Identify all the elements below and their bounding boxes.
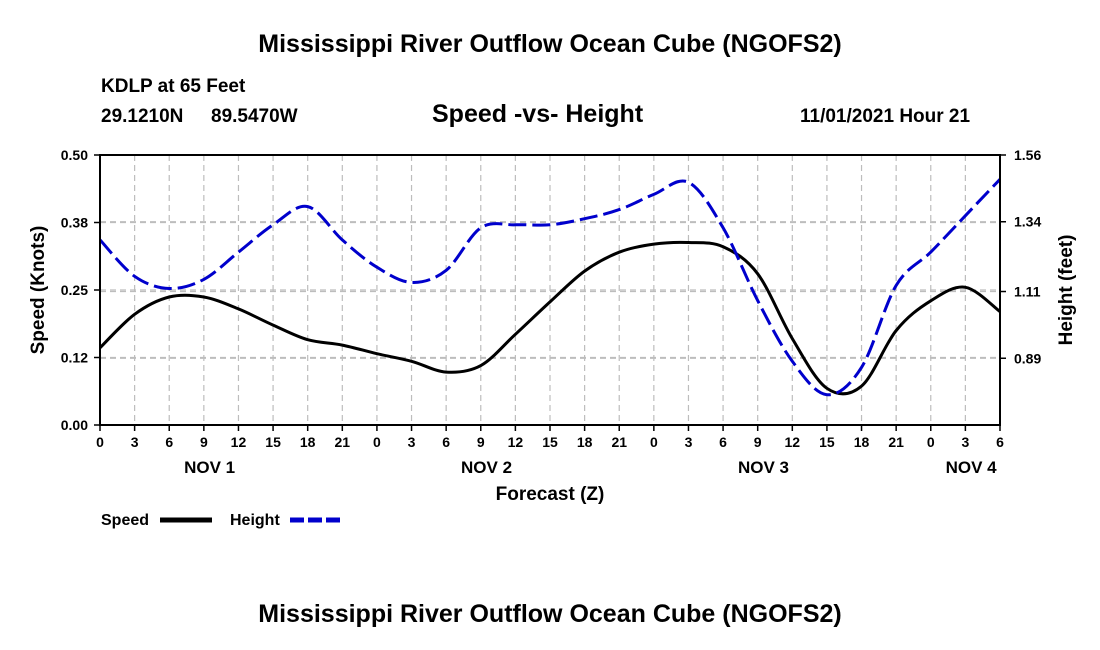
x-tick-label: 21 — [888, 434, 904, 450]
x-tick-label: 15 — [819, 434, 835, 450]
x-tick-label: 3 — [131, 434, 139, 450]
x-tick-label: 3 — [408, 434, 416, 450]
legend-height-label: Height — [230, 512, 280, 529]
x-tick-label: 6 — [165, 434, 173, 450]
x-tick-label: 0 — [373, 434, 381, 450]
day-label: NOV 1 — [184, 458, 235, 477]
page-title: Mississippi River Outflow Ocean Cube (NG… — [258, 30, 842, 58]
x-tick-label: 21 — [611, 434, 627, 450]
y-tick-label: 0.12 — [61, 350, 88, 366]
y2-tick-label: 1.11 — [1014, 284, 1041, 300]
latitude: 29.1210N — [101, 106, 184, 127]
legend-speed-label: Speed — [101, 512, 149, 529]
x-tick-label: 9 — [200, 434, 208, 450]
x-tick-label: 18 — [577, 434, 593, 450]
day-label: NOV 2 — [461, 458, 512, 477]
footer-title: Mississippi River Outflow Ocean Cube (NG… — [258, 600, 842, 628]
y2-axis-label: Height (feet) — [1056, 235, 1077, 346]
x-tick-label: 0 — [650, 434, 658, 450]
speed-height-chart: 0 3 6 9 12 15 18 21 0 3 6 9 12 15 18 21 0 3 6 9 12 15 18 21 0 3 6 0… — [28, 147, 1077, 529]
x-tick-label: 0 — [96, 434, 104, 450]
x-tick-label: 6 — [442, 434, 450, 450]
station-label: KDLP at 65 Feet — [101, 76, 246, 97]
legend: Speed Height — [101, 512, 342, 529]
y-tick-label: 0.50 — [61, 147, 88, 163]
day-label: NOV 4 — [946, 458, 998, 477]
x-tick-label: 21 — [335, 434, 351, 450]
y2-tick-label: 1.34 — [1014, 214, 1041, 230]
forecast-datetime: 11/01/2021 Hour 21 — [800, 106, 971, 127]
x-tick-label: 3 — [685, 434, 693, 450]
x-tick-label: 9 — [477, 434, 485, 450]
x-tick-label: 18 — [300, 434, 316, 450]
day-label: NOV 3 — [738, 458, 789, 477]
y-tick-label: 0.25 — [61, 282, 88, 298]
x-tick-label: 18 — [854, 434, 870, 450]
y-axis-label: Speed (Knots) — [28, 226, 49, 355]
longitude: 89.5470W — [211, 106, 298, 127]
x-tick-label: 9 — [754, 434, 762, 450]
y2-tick-label: 1.56 — [1014, 147, 1041, 163]
y-tick-label: 0.00 — [61, 417, 88, 433]
x-tick-label: 3 — [961, 434, 969, 450]
series-line-speed — [98, 240, 1001, 396]
x-tick-label: 6 — [719, 434, 727, 450]
y-tick-label: 0.38 — [61, 215, 88, 231]
x-axis-label: Forecast (Z) — [496, 484, 605, 505]
chart-title: Speed -vs- Height — [432, 100, 644, 128]
series-line-height — [98, 178, 1002, 397]
x-tick-label: 0 — [927, 434, 935, 450]
x-tick-label: 12 — [508, 434, 524, 450]
x-tick-label: 15 — [542, 434, 558, 450]
y2-tick-label: 0.89 — [1014, 350, 1041, 366]
x-tick-label: 12 — [785, 434, 801, 450]
x-tick-label: 12 — [231, 434, 247, 450]
x-tick-label: 6 — [996, 434, 1004, 450]
x-tick-label: 15 — [265, 434, 281, 450]
